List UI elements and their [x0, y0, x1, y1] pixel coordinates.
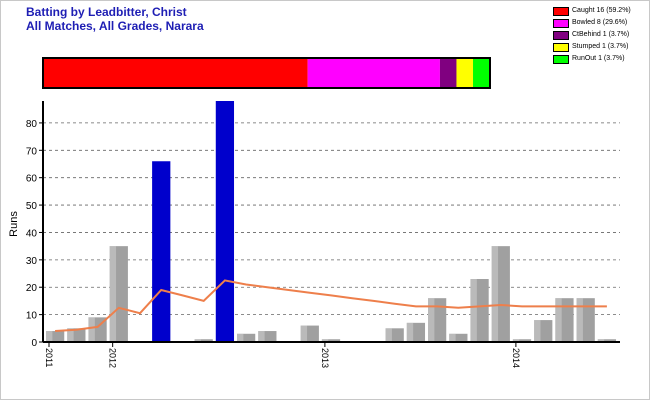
- bar-highlight: [67, 328, 74, 342]
- chart-subtitle: All Matches, All Grades, Narara: [26, 19, 204, 33]
- bar-innings: [597, 339, 617, 342]
- legend-label-ctbehind: CtBehind 1 (3.7%): [572, 31, 630, 38]
- bar-innings: [258, 331, 277, 342]
- bar-highlight: [109, 246, 117, 342]
- average-line: [55, 279, 607, 332]
- y-axis-label: Runs: [8, 211, 20, 237]
- bar-innings: [321, 339, 341, 342]
- legend-label-bowled: Bowled 8 (29.6%): [572, 19, 628, 26]
- y-tick-label: 80: [26, 119, 38, 130]
- y-tick-label: 10: [26, 311, 38, 322]
- y-tick-label: 0: [31, 338, 37, 349]
- dismissal-segment-4: [473, 58, 490, 88]
- bar-highlight: [534, 320, 541, 342]
- bar-highlight: [555, 298, 562, 342]
- legend-swatch-ctbehind: [553, 31, 569, 40]
- y-tick-label: 50: [26, 201, 38, 212]
- legend-label-caught: Caught 16 (59.2%): [572, 7, 631, 14]
- bar-highlight: [258, 331, 265, 342]
- legend-swatch-bowled: [553, 19, 569, 28]
- bars: [46, 101, 617, 342]
- bar-highlight: [597, 339, 605, 342]
- bar-innings: [237, 333, 256, 342]
- bar-innings: [194, 339, 213, 342]
- bar-innings: [512, 339, 532, 342]
- bar-innings: [46, 331, 65, 342]
- dismissal-breakdown-bar: [42, 57, 491, 89]
- bar-highlight: [406, 322, 414, 342]
- legend-swatch-caught: [553, 7, 569, 16]
- bar-highlight: [449, 333, 456, 342]
- dismissal-bar-border: [42, 57, 491, 89]
- x-tick-label: 2011: [44, 348, 54, 367]
- y-tick-label: 20: [26, 283, 38, 294]
- dismissal-segment-3: [456, 58, 474, 88]
- bar-highlight: [491, 246, 499, 342]
- bar-highlight: [300, 325, 308, 342]
- bar-highlight: [88, 317, 95, 342]
- dismissal-segment-2: [439, 58, 457, 88]
- bar-highlight: [428, 298, 435, 342]
- bar-highlight: [576, 298, 583, 342]
- bar-not-out: [152, 161, 171, 342]
- bar-highlight: [385, 328, 392, 342]
- y-tick-label: 70: [26, 146, 38, 157]
- bar-highlight: [237, 333, 244, 342]
- bar-highlight: [194, 339, 201, 342]
- legend-label-stumped: Stumped 1 (3.7%): [572, 43, 629, 50]
- dismissal-segment-1: [307, 58, 440, 88]
- bar-highlight: [512, 339, 520, 342]
- bar-highlight: [46, 331, 53, 342]
- x-tick-label: 2014: [511, 348, 521, 368]
- chart-title: Batting by Leadbitter, Christ: [26, 5, 187, 19]
- y-tick-label: 40: [26, 228, 38, 239]
- x-tick-label: 2013: [320, 348, 330, 368]
- bar-highlight: [470, 279, 477, 342]
- axes: 0 10 20 30 40 50 60 70 80 2011 2012 2013 2014: [26, 101, 620, 368]
- bar-highlight: [321, 339, 329, 342]
- series-line-0: [55, 279, 607, 332]
- gridlines: [43, 122, 620, 316]
- y-tick-label: 30: [26, 256, 38, 267]
- legend-swatch-runout: [553, 55, 569, 64]
- y-tick-label: 60: [26, 174, 38, 185]
- legend-swatch-stumped: [553, 43, 569, 52]
- bar-not-out: [215, 101, 235, 342]
- legend-label-runout: RunOut 1 (3.7%): [572, 55, 625, 62]
- x-tick-label: 2012: [108, 348, 118, 368]
- dismissal-segment-0: [43, 58, 308, 88]
- bar-innings: [449, 333, 468, 342]
